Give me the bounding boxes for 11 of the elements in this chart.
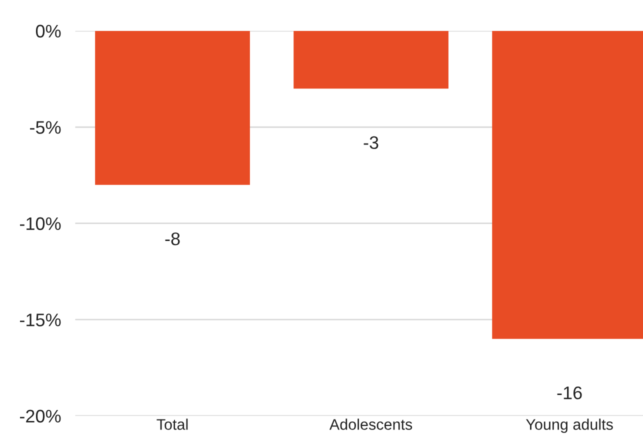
y-tick-label: -5%: [30, 121, 61, 134]
y-tick-label: -20%: [20, 410, 61, 423]
x-tick-label: Total: [156, 418, 188, 430]
data-label: -8: [165, 232, 180, 246]
x-tick-label: Young adults: [526, 418, 613, 433]
y-tick-label: 0%: [36, 24, 61, 38]
data-label: -16: [557, 386, 582, 400]
data-label: -3: [364, 136, 378, 150]
x-tick-label: Adolescents: [329, 418, 412, 430]
y-tick-label: -15%: [20, 314, 61, 326]
y-tick-label: -10%: [20, 217, 61, 230]
